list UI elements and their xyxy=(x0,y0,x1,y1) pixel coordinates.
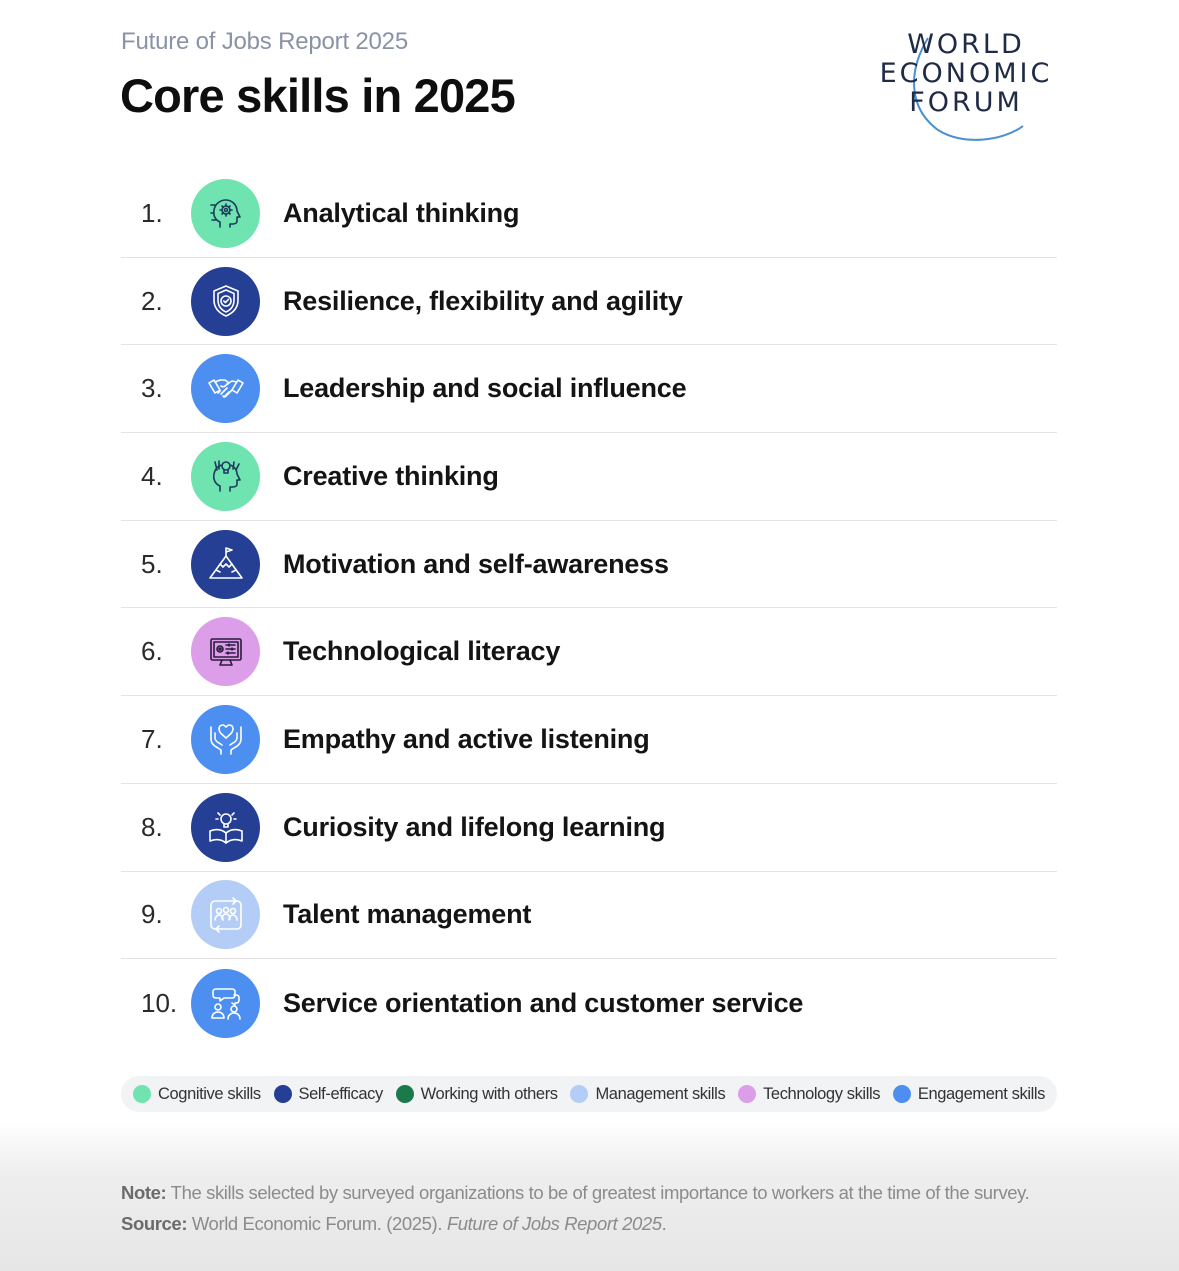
skills-list: 1. Analytical thinking 2. Resilience, fl… xyxy=(121,170,1057,1047)
head-lightbulb-icon xyxy=(191,441,260,511)
mountain-flag-icon xyxy=(191,529,260,599)
list-item: 8. Curiosity and lifelong learning xyxy=(121,784,1057,872)
rank-number: 7. xyxy=(141,723,163,754)
legend-dot xyxy=(570,1085,589,1103)
skill-label: Leadership and social influence xyxy=(283,373,687,404)
skill-label: Talent management xyxy=(283,899,532,930)
people-group-icon xyxy=(191,880,260,950)
legend-dot xyxy=(892,1085,911,1103)
source-report-title: Future of Jobs Report 2025 xyxy=(446,1213,662,1234)
skill-label: Resilience, flexibility and agility xyxy=(283,285,683,316)
rank-number: 6. xyxy=(141,636,163,667)
legend-label: Management skills xyxy=(595,1084,726,1103)
legend-item-cognitive: Cognitive skills xyxy=(133,1085,261,1104)
chat-people-icon xyxy=(191,968,260,1038)
handshake-icon xyxy=(191,354,260,424)
list-item: 6. Technological literacy xyxy=(121,608,1057,697)
rank-number: 9. xyxy=(141,899,163,930)
svg-text:ECONOMIC: ECONOMIC xyxy=(880,58,1053,89)
skill-label: Analytical thinking xyxy=(283,197,520,228)
list-item: 3. Leadership and social influence xyxy=(121,345,1057,434)
legend-dot xyxy=(273,1085,292,1103)
skill-label: Curiosity and lifelong learning xyxy=(283,811,666,842)
rank-number: 2. xyxy=(141,285,163,316)
skill-label: Creative thinking xyxy=(283,460,499,491)
skill-label: Technological literacy xyxy=(283,636,561,667)
rank-number: 5. xyxy=(141,548,163,579)
rank-number: 4. xyxy=(141,460,163,491)
legend-item-working-with-others: Working with others xyxy=(395,1084,558,1104)
svg-text:FORUM: FORUM xyxy=(909,87,1023,118)
list-item: 4. Creative thinking xyxy=(121,433,1057,521)
legend-item-technology: Technology skills xyxy=(738,1085,880,1104)
report-supertitle: Future of Jobs Report 2025 xyxy=(121,28,408,55)
legend-label: Engagement skills xyxy=(917,1084,1046,1103)
source-end: . xyxy=(661,1213,667,1234)
list-item: 1. Analytical thinking xyxy=(121,170,1057,258)
list-item: 5. Motivation and self-awareness xyxy=(121,521,1057,609)
skill-label: Motivation and self-awareness xyxy=(283,548,669,579)
shield-check-icon xyxy=(191,266,260,336)
hands-heart-icon xyxy=(191,704,260,774)
rank-number: 1. xyxy=(141,197,163,228)
legend-item-engagement: Engagement skills xyxy=(892,1084,1046,1104)
note-text: The skills selected by surveyed organiza… xyxy=(166,1182,1030,1203)
legend-item-management: Management skills xyxy=(570,1084,726,1104)
wef-logo: WORLD ECONOMIC FORUM xyxy=(868,26,1064,146)
legend-dot xyxy=(738,1085,757,1103)
head-gears-icon xyxy=(191,178,260,248)
legend-dot xyxy=(133,1085,151,1103)
list-item: 2. Resilience, flexibility and agility xyxy=(121,258,1057,346)
skill-label: Empathy and active listening xyxy=(283,723,650,754)
source-label: Source: xyxy=(121,1213,188,1234)
footnote-source: Source: World Economic Forum. (2025). Fu… xyxy=(121,1213,667,1235)
rank-number: 10. xyxy=(141,987,178,1018)
list-item: 7. Empathy and active listening xyxy=(121,696,1057,784)
list-item: 9. Talent management xyxy=(121,872,1057,960)
skill-label: Service orientation and customer service xyxy=(283,987,804,1018)
footnote-note: Note: The skills selected by surveyed or… xyxy=(121,1182,1030,1204)
svg-text:WORLD: WORLD xyxy=(907,29,1025,60)
computer-monitor-icon xyxy=(191,617,260,687)
category-legend: Cognitive skills Self-efficacy Working w… xyxy=(121,1076,1057,1112)
legend-item-self-efficacy: Self-efficacy xyxy=(273,1084,384,1104)
note-label: Note: xyxy=(121,1182,167,1203)
legend-label: Self-efficacy xyxy=(298,1084,384,1103)
rank-number: 3. xyxy=(141,373,163,404)
page-title: Core skills in 2025 xyxy=(120,69,516,122)
legend-dot xyxy=(395,1085,414,1103)
rank-number: 8. xyxy=(141,811,163,842)
book-lightbulb-icon xyxy=(191,792,260,862)
legend-label: Cognitive skills xyxy=(158,1084,261,1103)
legend-label: Technology skills xyxy=(763,1084,881,1103)
list-item: 10. Service orientation and customer ser… xyxy=(121,959,1057,1047)
legend-label: Working with others xyxy=(420,1084,558,1103)
source-text: World Economic Forum. (2025). xyxy=(187,1213,447,1234)
